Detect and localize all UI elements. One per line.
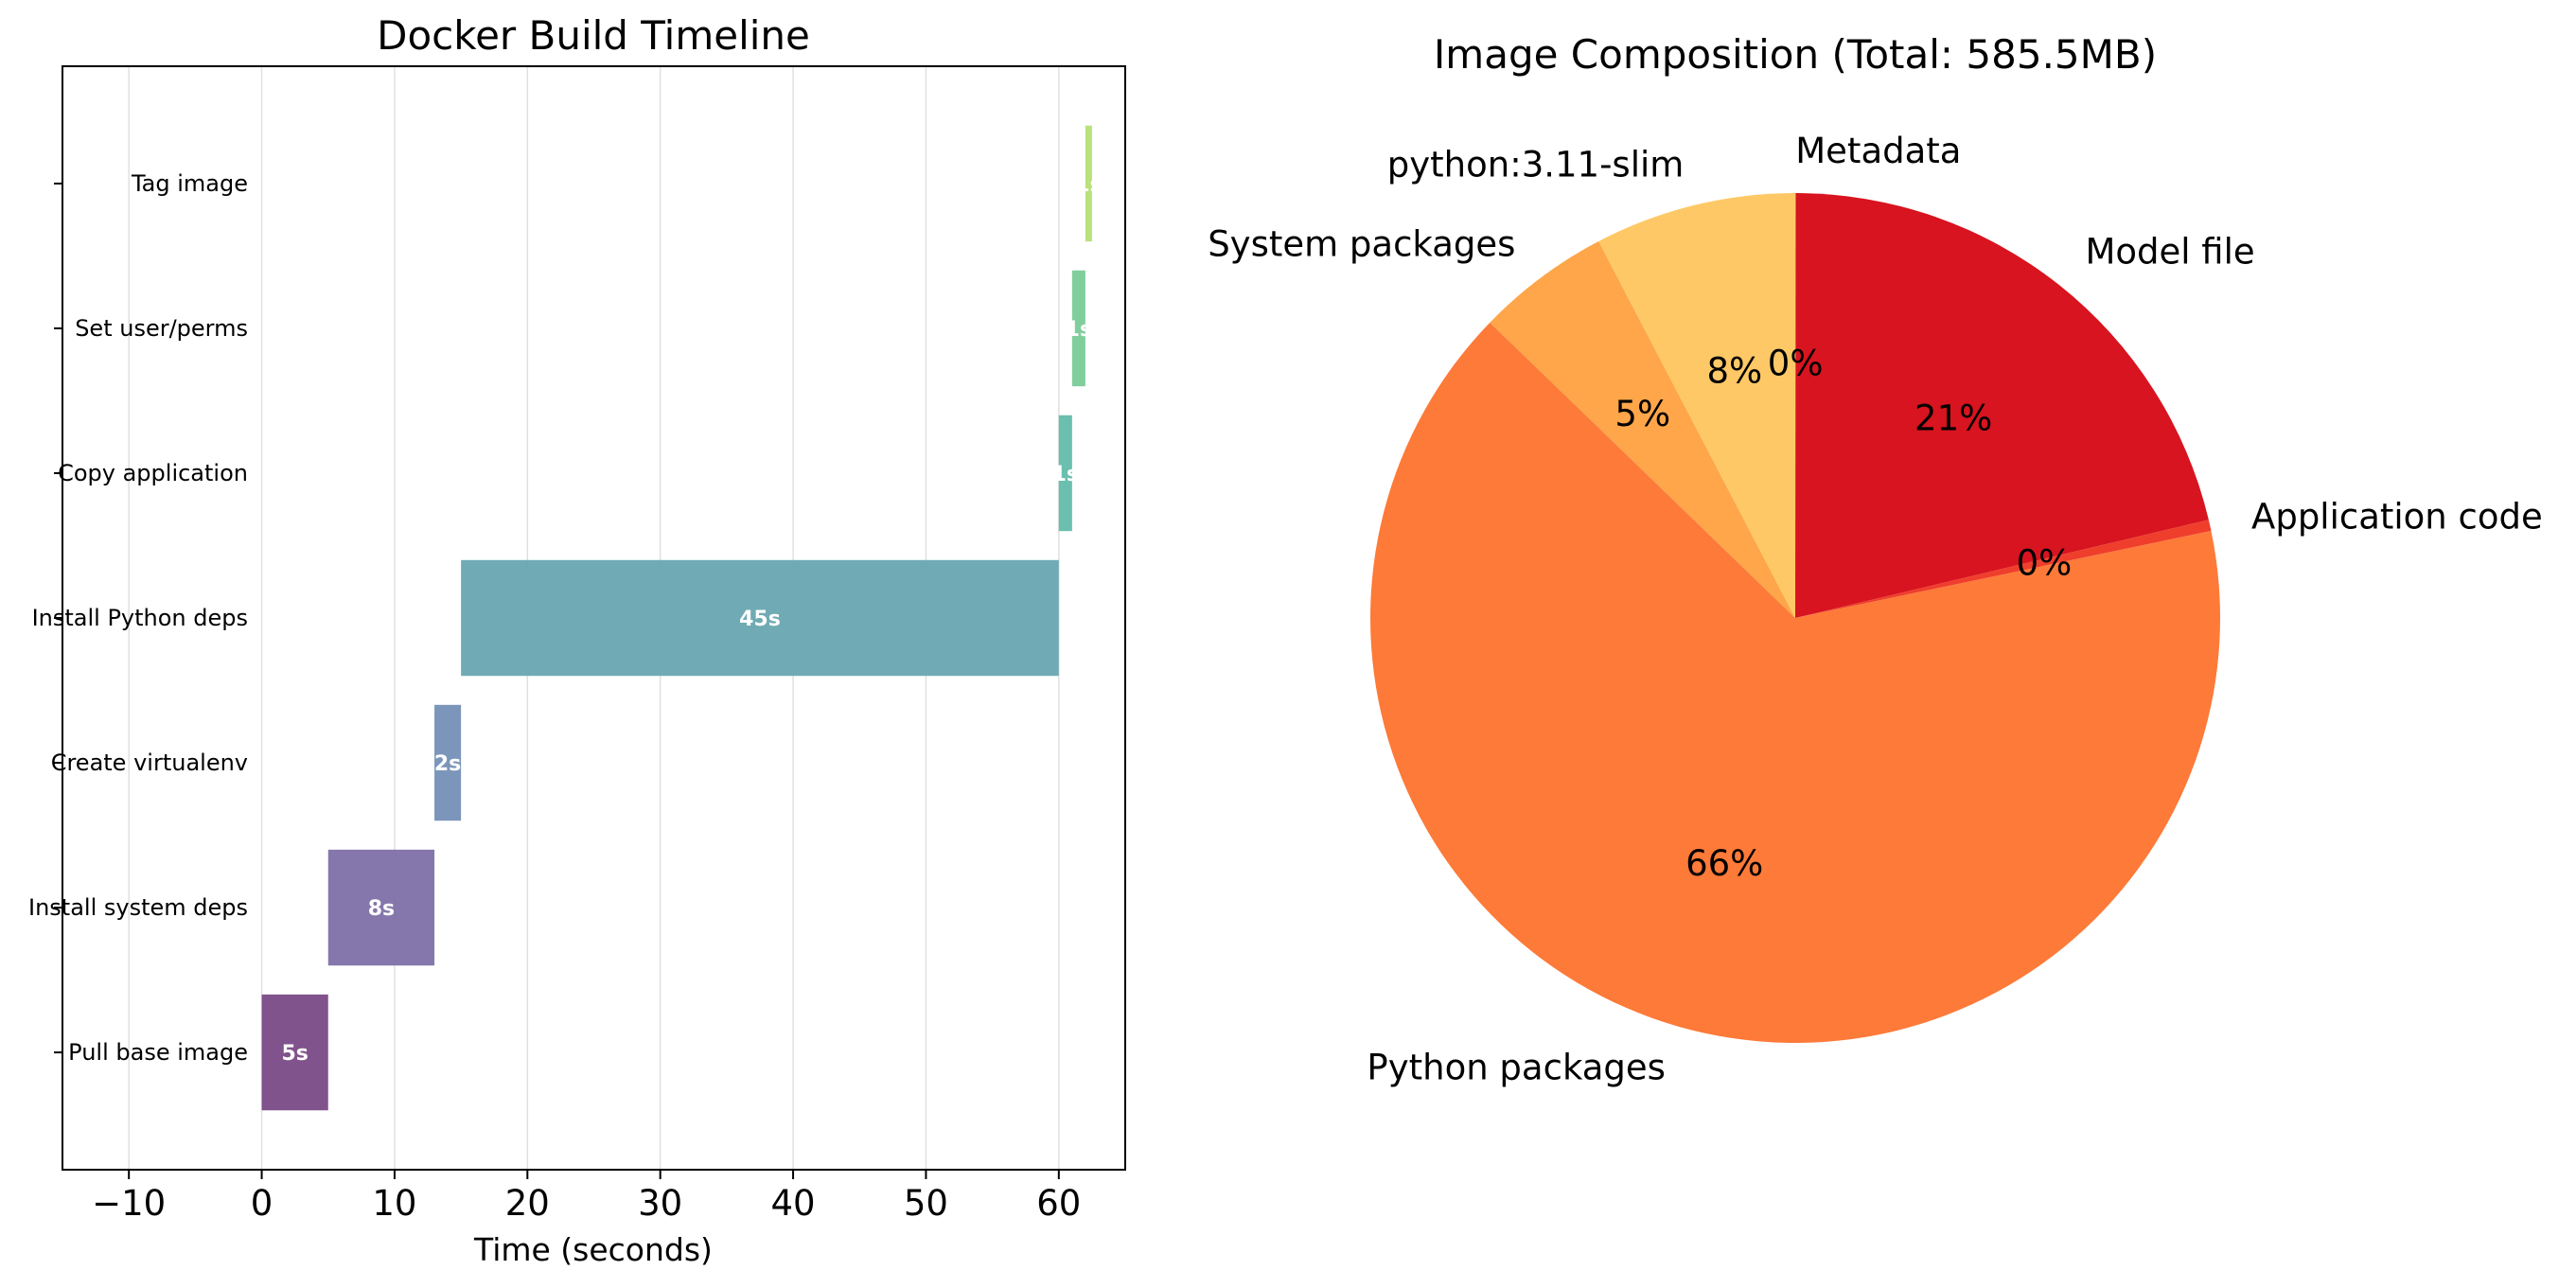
gantt-bar-duration-label: 5s <box>281 1042 308 1066</box>
gantt-x-tick-label: 20 <box>505 1183 550 1224</box>
pie-percent-label: 0% <box>1768 344 1824 384</box>
pie-percent-label: 0% <box>2017 542 2073 583</box>
gantt-x-tick-label: 60 <box>1036 1183 1081 1224</box>
gantt-x-ticks: −10 0 10 20 30 40 50 60 <box>92 1170 1081 1224</box>
gantt-x-tick-label: 50 <box>904 1183 948 1224</box>
gantt-bar-duration-label: 1s <box>1075 173 1102 197</box>
gantt-step-label: Install system deps <box>28 894 248 921</box>
pie-slice-label: Model file <box>2085 232 2254 273</box>
pie-slice-label: Metadata <box>1795 131 1961 171</box>
gantt-step-label: Set user/perms <box>75 315 248 342</box>
build-timeline-chart: 5s 8s 2s 45s 1s 1s 1s Pull base image Install s… <box>28 12 1125 1268</box>
pie-slice-label: Python packages <box>1367 1047 1666 1087</box>
pie-slice-label: python:3.11-slim <box>1387 144 1685 185</box>
gantt-bar-duration-label: 45s <box>739 608 781 631</box>
pie-percent-label: 8% <box>1706 350 1762 391</box>
gantt-step-label: Pull base image <box>68 1039 248 1066</box>
gantt-step-label: Create virtualenv <box>51 750 248 776</box>
gantt-bar-duration-label: 1s <box>1052 463 1079 486</box>
gantt-bar-duration-label: 1s <box>1066 318 1092 342</box>
gantt-y-tick-labels: Pull base image Install system deps Create… <box>28 170 248 1066</box>
gantt-x-axis-label: Time (seconds) <box>473 1231 713 1268</box>
gantt-x-tick-label: 10 <box>372 1183 416 1224</box>
pie-percent-label: 66% <box>1685 843 1763 884</box>
gantt-step-label: Copy application <box>58 460 248 486</box>
pie-title: Image Composition (Total: 585.5MB) <box>1434 31 2157 78</box>
gantt-bar-duration-label: 2s <box>434 752 461 776</box>
pie-slice-label: System packages <box>1208 223 1515 264</box>
gantt-x-tick-label: −10 <box>92 1183 166 1224</box>
image-composition-chart: Metadata Model file Application code Python… <box>1208 31 2543 1087</box>
gantt-x-tick-label: 30 <box>638 1183 682 1224</box>
pie-percent-label: 21% <box>1914 398 1992 439</box>
pie-slices <box>1370 193 2220 1043</box>
gantt-step-label: Tag image <box>131 170 248 197</box>
gantt-bar-duration-label: 8s <box>368 897 395 921</box>
gantt-title: Docker Build Timeline <box>377 12 810 59</box>
gantt-bars <box>262 126 1092 1111</box>
gantt-step-label: Install Python deps <box>32 605 248 631</box>
gantt-x-tick-label: 40 <box>771 1183 816 1224</box>
pie-percent-label: 5% <box>1614 394 1670 434</box>
pie-slice-label: Application code <box>2251 496 2543 537</box>
gantt-x-tick-label: 0 <box>251 1183 273 1224</box>
